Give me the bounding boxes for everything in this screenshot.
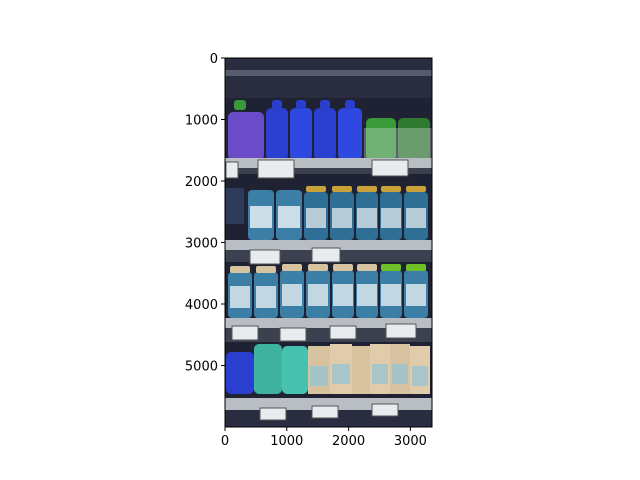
pouch xyxy=(266,108,288,160)
jar-label xyxy=(250,206,272,228)
pouch-cap xyxy=(272,100,282,109)
pouch xyxy=(314,108,336,160)
shelf-edge xyxy=(225,158,432,168)
jar-label xyxy=(357,284,377,306)
jar-row xyxy=(226,186,428,240)
jar-lid xyxy=(256,266,276,273)
price-tag xyxy=(385,323,417,339)
y-tick-label: 4000 xyxy=(185,298,218,313)
y-tick-label: 0 xyxy=(210,52,218,67)
jar-label xyxy=(333,284,353,306)
jar-label xyxy=(256,286,276,308)
jar-lid xyxy=(333,264,353,271)
price-tag xyxy=(279,327,307,342)
price-tag xyxy=(257,159,295,179)
box-label xyxy=(310,366,328,386)
jar-lid xyxy=(282,264,302,271)
box-label xyxy=(392,364,408,384)
upper-shelf-rail xyxy=(225,70,432,76)
price-tag xyxy=(231,325,259,341)
jar-lid xyxy=(308,264,328,271)
jar-label xyxy=(306,208,326,228)
jar-label xyxy=(381,208,401,228)
price-tag xyxy=(371,403,399,417)
jar-label xyxy=(278,206,300,228)
y-tick-label: 1000 xyxy=(185,114,218,129)
mixed-row xyxy=(226,344,430,394)
jar-lid xyxy=(230,266,250,273)
jar-row xyxy=(228,264,428,318)
jar-label xyxy=(406,208,426,228)
price-tag xyxy=(311,405,339,419)
jar-lid xyxy=(406,264,426,271)
pouch-cap xyxy=(296,100,306,109)
price-tag xyxy=(225,161,239,179)
pouch xyxy=(366,118,396,160)
shelf-divider xyxy=(364,128,432,160)
pouch-cap xyxy=(234,100,246,110)
y-axis: 0 1000 2000 3000 4000 5000 xyxy=(185,52,225,375)
y-tick-label: 3000 xyxy=(185,237,218,252)
pouch xyxy=(254,344,282,394)
x-tick-label: 2000 xyxy=(332,434,365,449)
jar-lid xyxy=(306,186,326,192)
pouch xyxy=(282,346,308,394)
box-label xyxy=(372,364,388,384)
jar-lid xyxy=(381,264,401,271)
jar-label xyxy=(308,284,328,306)
x-tick-label: 1000 xyxy=(270,434,303,449)
shelf-photo xyxy=(225,58,432,427)
box-label xyxy=(412,366,428,386)
shelf-edge xyxy=(225,318,432,328)
pouch-row xyxy=(228,100,432,160)
small-box xyxy=(226,188,244,224)
jar-lid xyxy=(381,186,401,192)
jar-label xyxy=(230,286,250,308)
jar-lid xyxy=(332,186,352,192)
jar-label xyxy=(282,284,302,306)
jar-label xyxy=(357,208,377,228)
pouch-cap xyxy=(345,100,355,109)
pouch xyxy=(290,108,312,160)
y-tick-label: 5000 xyxy=(185,360,218,375)
jar-label xyxy=(381,284,401,306)
pouch xyxy=(226,352,254,394)
box xyxy=(352,346,370,394)
jar-lid xyxy=(357,186,377,192)
pouch xyxy=(228,112,264,160)
jar-label xyxy=(332,208,352,228)
price-tag xyxy=(249,249,281,265)
price-tag xyxy=(371,159,409,177)
shelf-edge xyxy=(225,240,432,250)
pouch xyxy=(398,118,430,160)
pouch xyxy=(338,108,362,160)
ceiling-area xyxy=(225,58,432,98)
box-label xyxy=(332,364,350,384)
x-tick-label: 0 xyxy=(221,434,229,449)
shelf-shadow xyxy=(225,328,432,342)
pouch-cap xyxy=(320,100,330,109)
price-tag xyxy=(311,247,341,263)
x-axis: 0 1000 2000 3000 xyxy=(221,427,427,449)
price-tag xyxy=(259,407,287,421)
shelf-shadow xyxy=(225,168,432,174)
jar-lid xyxy=(406,186,426,192)
jar-label xyxy=(406,284,426,306)
x-tick-label: 3000 xyxy=(394,434,427,449)
price-tag xyxy=(329,325,357,340)
y-tick-label: 2000 xyxy=(185,175,218,190)
jar-lid xyxy=(357,264,377,271)
